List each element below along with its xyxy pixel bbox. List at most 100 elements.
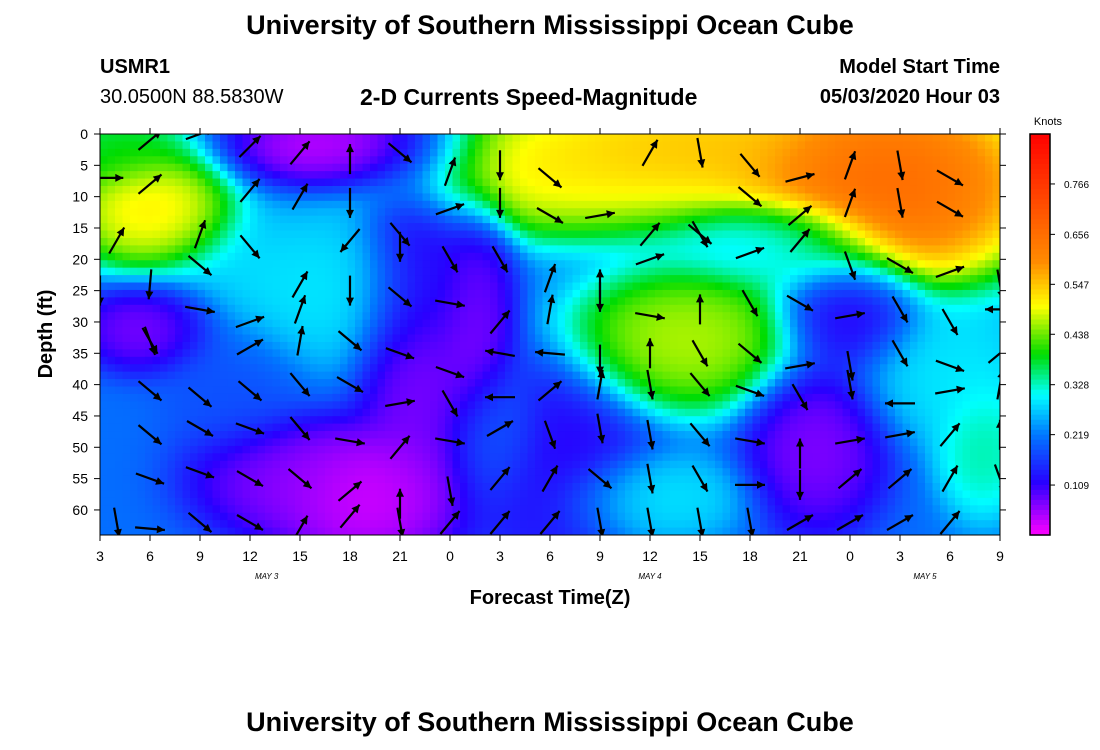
current-vector <box>238 135 262 158</box>
current-vector <box>346 187 354 218</box>
current-vector <box>108 226 126 255</box>
x-tick-label: 0 <box>446 548 454 564</box>
current-vector <box>496 150 504 181</box>
current-vector <box>785 360 815 370</box>
x-tick-label: 12 <box>642 548 658 564</box>
current-vector <box>739 153 761 178</box>
page-title: University of Southern Mississippi Ocean… <box>246 10 854 40</box>
x-tick-label: 3 <box>496 548 504 564</box>
current-vector <box>236 470 264 488</box>
current-vector <box>639 222 661 247</box>
current-vector <box>236 338 264 356</box>
current-vector <box>187 511 213 533</box>
current-vector <box>385 398 415 408</box>
current-vector <box>536 207 564 224</box>
current-vector <box>435 203 465 216</box>
current-vector <box>646 369 656 400</box>
x-tick-label: 18 <box>742 548 758 564</box>
y-tick-label: 25 <box>72 283 88 299</box>
current-vector <box>936 169 964 187</box>
current-vector <box>235 422 265 435</box>
current-vector <box>295 515 309 535</box>
y-tick-label: 5 <box>80 157 88 173</box>
current-vector <box>537 167 563 189</box>
current-vector <box>691 465 709 493</box>
current-vector <box>985 305 1000 314</box>
current-vector <box>791 383 809 411</box>
current-vector <box>941 308 959 336</box>
current-vector <box>100 275 104 306</box>
current-vector <box>435 365 465 379</box>
station-coordinates: 30.0500N 88.5830W <box>100 86 284 108</box>
current-vector <box>735 437 765 447</box>
current-vector <box>696 507 706 535</box>
current-vector <box>441 389 459 417</box>
current-vector <box>143 326 157 356</box>
footer-title: University of Southern Mississippi Ocean… <box>246 707 854 737</box>
current-vector <box>135 525 165 534</box>
current-vector <box>443 157 457 187</box>
current-vector <box>641 139 659 167</box>
current-vector <box>796 469 804 500</box>
current-vector <box>646 507 656 535</box>
y-tick-label: 30 <box>72 314 88 330</box>
current-vector <box>886 514 914 531</box>
current-vector <box>735 480 765 489</box>
current-vector <box>646 419 656 450</box>
current-vector <box>186 420 214 437</box>
current-vector <box>786 514 814 531</box>
current-vector <box>596 344 604 375</box>
current-vector <box>137 424 163 446</box>
y-tick-label: 40 <box>72 377 88 393</box>
current-vector <box>339 228 361 253</box>
current-vector <box>646 463 656 494</box>
current-vector <box>741 289 759 317</box>
current-vector <box>896 187 906 218</box>
current-vector <box>789 228 811 253</box>
current-vector <box>935 385 965 395</box>
current-vector <box>193 219 207 249</box>
current-vector <box>891 339 909 367</box>
colorbar-tick-label: 0.328 <box>1064 381 1089 392</box>
y-tick-label: 15 <box>72 220 88 236</box>
y-tick-label: 20 <box>72 251 88 267</box>
y-tick-label: 50 <box>72 439 88 455</box>
current-vector <box>235 315 265 329</box>
colorbar-tick-label: 0.219 <box>1064 431 1089 442</box>
current-vector <box>489 510 511 535</box>
colorbar-tick-label: 0.766 <box>1064 180 1089 191</box>
current-vector <box>635 253 665 266</box>
colorbar-tick-label: 0.547 <box>1064 280 1089 291</box>
current-vector <box>137 173 163 195</box>
current-vector <box>939 422 961 447</box>
y-tick-label: 0 <box>80 126 88 142</box>
colorbar-label: Knots <box>1034 116 1063 128</box>
current-vector <box>689 372 711 397</box>
current-vector <box>735 246 765 260</box>
current-vector <box>137 134 161 151</box>
current-vector <box>187 386 213 408</box>
current-vector <box>887 468 913 490</box>
x-tick-label: 3 <box>96 548 104 564</box>
current-vector <box>987 351 1000 364</box>
x-tick-label: 3 <box>896 548 904 564</box>
current-vector <box>846 350 856 381</box>
model-start-label: Model Start Time <box>839 56 1000 78</box>
current-vector <box>489 466 511 491</box>
current-vector <box>389 435 411 460</box>
current-vector <box>486 420 514 437</box>
model-start-value: 05/03/2020 Hour 03 <box>819 86 1000 108</box>
current-vector <box>737 186 763 208</box>
current-vector <box>596 281 604 312</box>
current-vector <box>336 376 364 394</box>
current-vector <box>735 384 765 398</box>
current-vector <box>596 369 606 400</box>
speed-heatmap <box>100 134 1000 535</box>
current-vector <box>287 468 313 490</box>
x-axis-label: Forecast Time(Z) <box>470 587 631 609</box>
current-vector <box>237 380 263 402</box>
current-vector <box>837 468 863 490</box>
x-tick-label: 15 <box>292 548 308 564</box>
y-tick-label: 60 <box>72 502 88 518</box>
current-vector <box>996 373 1000 400</box>
